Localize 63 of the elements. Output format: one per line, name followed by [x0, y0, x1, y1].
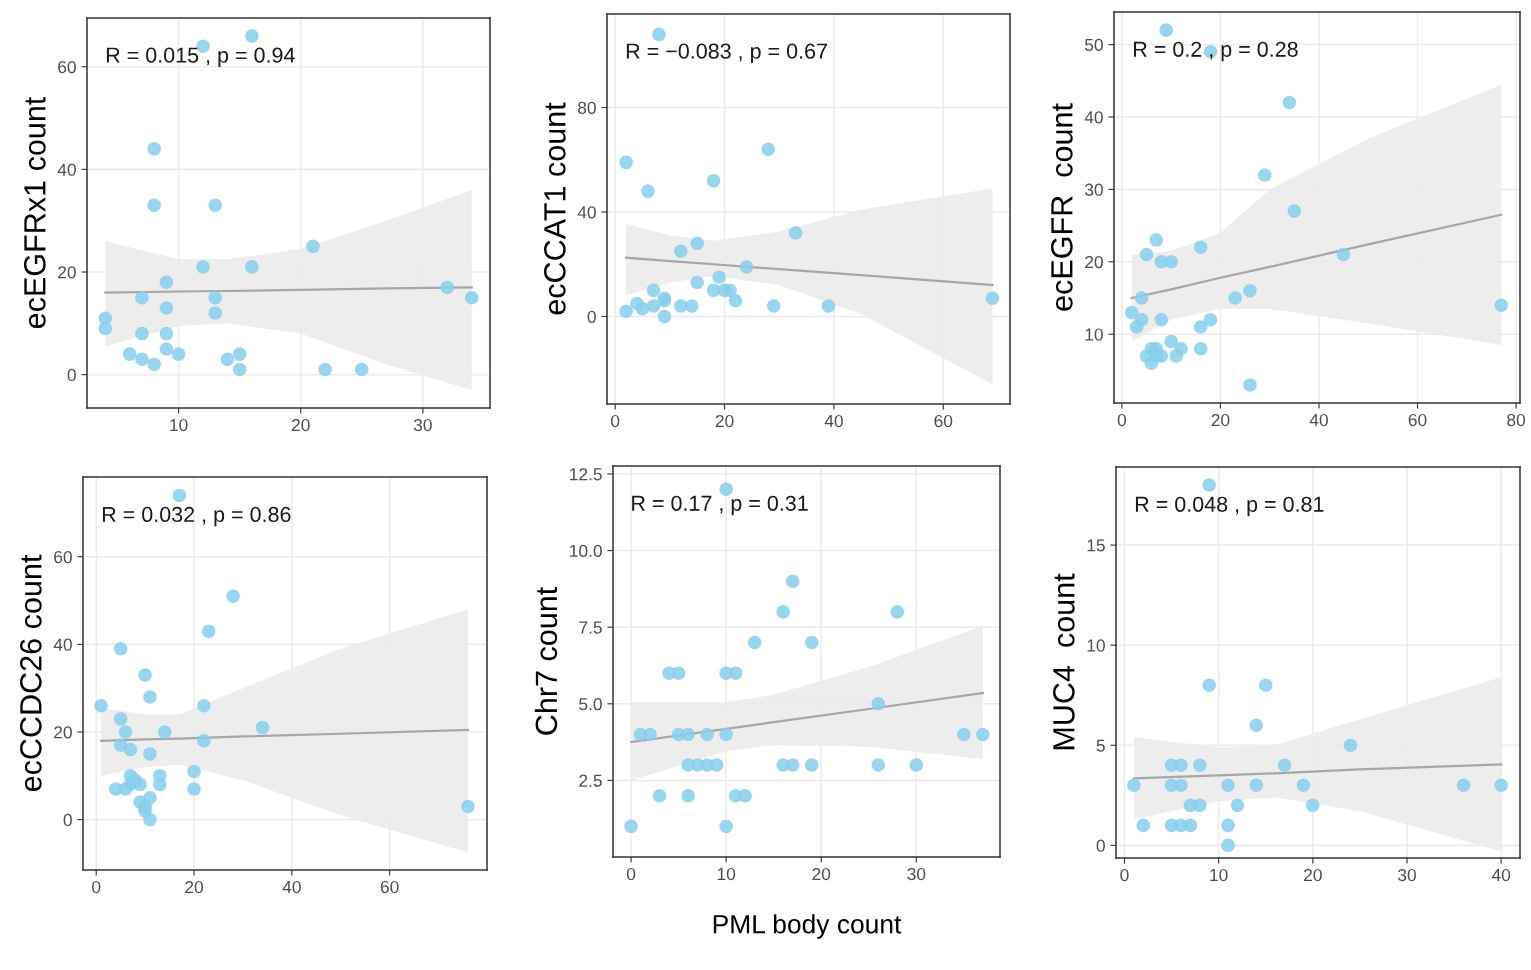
- x-tick-label: 20: [1211, 413, 1230, 427]
- y-tick-label: 2.5: [579, 774, 602, 787]
- y-axis-title: ecEGFR count: [1051, 103, 1073, 311]
- annotation: R = −0.083 , p = 0.67: [626, 43, 827, 64]
- x-tick-label: 20: [1304, 868, 1322, 882]
- x-tick-label: 40: [824, 414, 843, 428]
- x-tick-label: 0: [92, 880, 101, 894]
- annotation: R = 0.032 , p = 0.86: [102, 506, 291, 527]
- y-tick-label: 5.0: [579, 697, 602, 711]
- y-tick-label: 0: [67, 368, 76, 382]
- y-tick-label: 0: [63, 813, 72, 827]
- x-tick-label: 40: [282, 880, 301, 894]
- x-tick-label: 0: [626, 867, 636, 881]
- y-tick-label: 7.5: [579, 621, 602, 634]
- y-tick-label: 60: [58, 60, 76, 74]
- y-tick-label: 30: [1084, 183, 1103, 196]
- x-tick-label: 80: [1507, 413, 1526, 427]
- x-tick-label: 40: [1491, 868, 1511, 882]
- x-tick-label: 60: [1408, 413, 1427, 427]
- y-tick-label: 50: [1084, 38, 1103, 52]
- annotation: R = 0.17 , p = 0.31: [632, 495, 808, 516]
- x-tick-label: 10: [170, 418, 188, 432]
- y-axis-title: ecEGFRx1 count: [24, 96, 46, 329]
- y-tick-label: 15: [1087, 539, 1105, 552]
- x-tick-label: 20: [715, 414, 734, 428]
- y-tick-label: 10: [1085, 328, 1103, 341]
- x-tick-label: 0: [1117, 413, 1127, 427]
- y-tick-label: 80: [578, 101, 596, 114]
- x-tick-label: 30: [1398, 868, 1416, 882]
- x-tick-label: 30: [907, 867, 926, 881]
- y-tick-label: 0: [587, 310, 596, 323]
- y-tick-label: 10: [1087, 639, 1105, 652]
- y-tick-label: 60: [54, 550, 72, 564]
- x-tick-label: 20: [812, 867, 831, 881]
- y-tick-label: 20: [1085, 255, 1103, 269]
- y-tick-label: 40: [1084, 111, 1103, 124]
- x-tick-label: 20: [291, 418, 310, 432]
- y-tick-label: 5: [1096, 739, 1105, 752]
- y-tick-label: 10.0: [570, 544, 602, 558]
- annotation: R = 0.2 , p = 0.28: [1134, 41, 1298, 62]
- x-tick-label: 20: [185, 880, 203, 894]
- x-axis-title: PML body count: [713, 914, 902, 939]
- y-tick-label: 40: [57, 163, 76, 176]
- y-tick-label: 20: [54, 726, 72, 739]
- x-tick-label: 0: [611, 414, 620, 428]
- x-tick-label: 60: [380, 880, 399, 894]
- y-tick-label: 0: [1096, 839, 1105, 852]
- y-axis-title: ecCCAT1 count: [544, 102, 566, 315]
- x-tick-label: 10: [1210, 868, 1228, 882]
- x-tick-label: 10: [717, 867, 736, 881]
- y-tick-label: 12.5: [570, 468, 602, 481]
- y-tick-label: 40: [577, 206, 596, 219]
- x-tick-label: 40: [1309, 413, 1328, 427]
- x-tick-label: 60: [934, 414, 953, 428]
- y-axis-title: ecCCDC26 count: [20, 554, 42, 792]
- y-tick-label: 40: [53, 638, 72, 651]
- x-tick-label: 30: [413, 418, 432, 432]
- annotation: R = 0.015 , p = 0.94: [106, 47, 295, 68]
- y-tick-label: 20: [58, 266, 76, 279]
- annotation: R = 0.048 , p = 0.81: [1135, 496, 1324, 517]
- x-tick-label: 0: [1120, 868, 1129, 882]
- y-axis-title: MUC4 count: [1053, 573, 1075, 750]
- y-axis-title: Chr7 count: [534, 586, 558, 735]
